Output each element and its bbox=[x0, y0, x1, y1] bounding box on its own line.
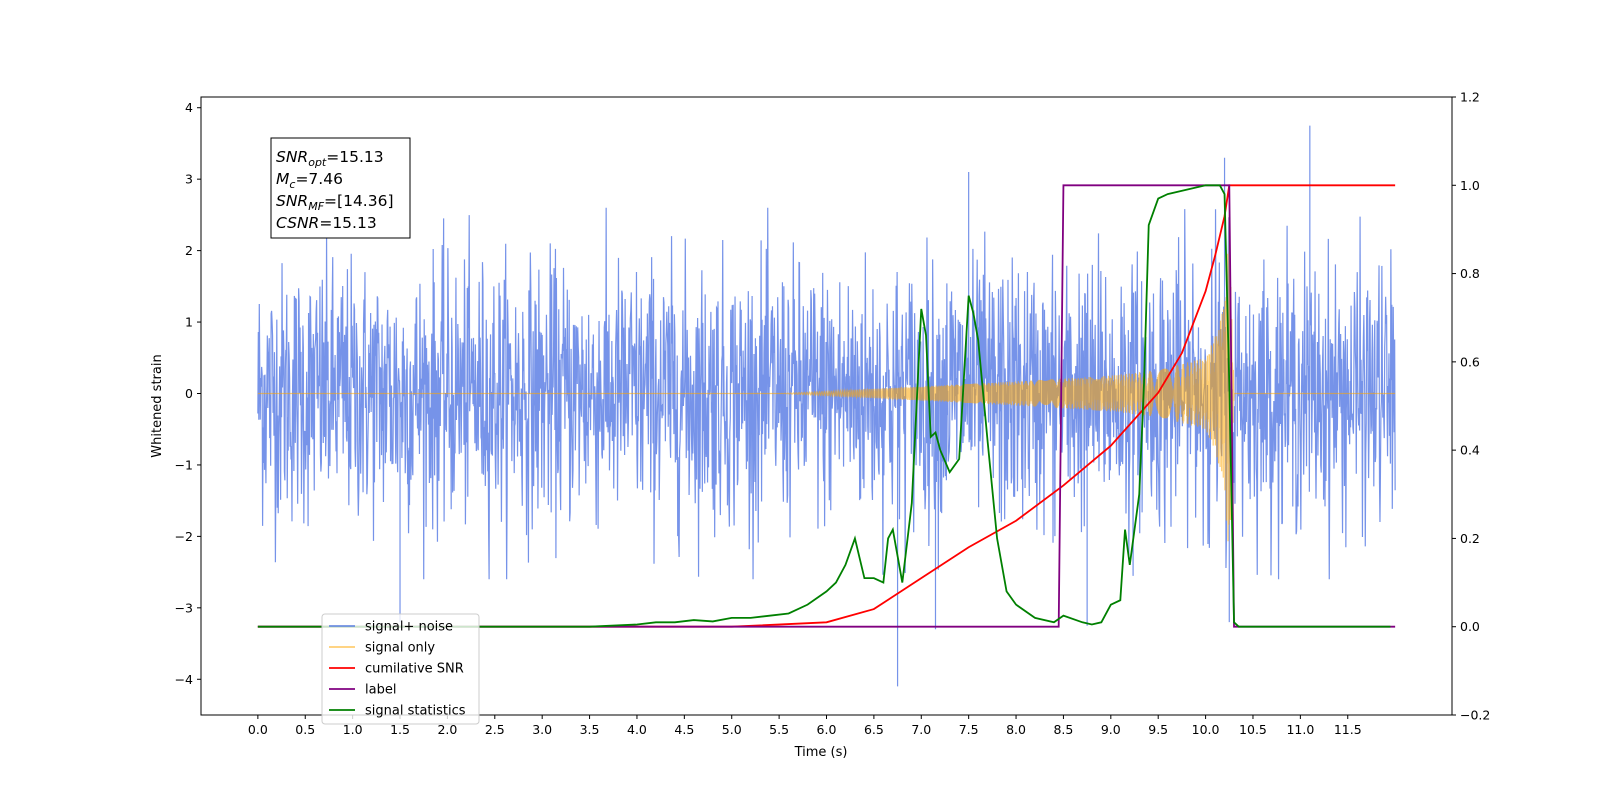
annotation-line: CSNR=15.13 bbox=[276, 214, 377, 232]
y-axis-left: 4 3 2 1 0 −1 −2 −3 −4 bbox=[175, 100, 201, 687]
y2-tick-label: 0.0 bbox=[1460, 619, 1480, 634]
x-tick-label: 7.0 bbox=[911, 722, 931, 737]
y-tick-label: 0 bbox=[185, 386, 193, 401]
annotation-line: SNRopt=15.13 bbox=[276, 148, 384, 169]
x-tick-label: 4.0 bbox=[627, 722, 647, 737]
x-tick-label: 1.0 bbox=[343, 722, 363, 737]
x-tick-label: 10.0 bbox=[1192, 722, 1220, 737]
legend: signal+ noise signal only cumilative SNR la… bbox=[321, 613, 480, 725]
y-tick-label: 1 bbox=[185, 315, 193, 330]
annotation-line: Mc=7.46 bbox=[276, 170, 343, 191]
x-tick-label: 8.0 bbox=[1006, 722, 1026, 737]
x-axis-label: Time (s) bbox=[794, 745, 848, 760]
series-layer bbox=[257, 125, 1396, 687]
legend-label: label bbox=[365, 683, 396, 698]
annotation-line: SNRMF=[14.36] bbox=[276, 192, 394, 213]
y2-tick-label: 1.2 bbox=[1460, 90, 1480, 105]
series-signal-statistics bbox=[257, 184, 1391, 628]
x-tick-label: 9.0 bbox=[1101, 722, 1121, 737]
y-axis-right: 1.2 1.0 0.8 0.6 0.4 0.2 0.0 −0.2 bbox=[1452, 90, 1490, 723]
x-tick-label: 10.5 bbox=[1239, 722, 1267, 737]
y-tick-label: −1 bbox=[175, 457, 193, 472]
x-tick-label: 5.0 bbox=[722, 722, 742, 737]
x-tick-label: 3.5 bbox=[580, 722, 600, 737]
x-tick-label: 11.0 bbox=[1286, 722, 1314, 737]
legend-label: signal+ noise bbox=[365, 620, 453, 635]
y2-tick-label: 0.6 bbox=[1460, 354, 1480, 369]
y-tick-label: −4 bbox=[175, 672, 193, 687]
x-axis: 0.0 0.5 1.0 1.5 2.0 2.5 3.0 3.5 4.0 4.5 5.0 5.5 6.0 6… bbox=[248, 715, 1362, 737]
x-tick-label: 2.0 bbox=[437, 722, 457, 737]
x-tick-label: 6.0 bbox=[817, 722, 837, 737]
legend-frame bbox=[321, 613, 480, 725]
y2-tick-label: 0.8 bbox=[1460, 266, 1480, 281]
x-tick-label: 9.5 bbox=[1148, 722, 1168, 737]
legend-label: signal statistics bbox=[365, 704, 466, 719]
y-axis-label: Whitened strain bbox=[150, 354, 165, 457]
y-tick-label: 3 bbox=[185, 172, 193, 187]
y2-tick-label: 0.2 bbox=[1460, 531, 1480, 546]
x-tick-label: 5.5 bbox=[769, 722, 789, 737]
y2-tick-label: −0.2 bbox=[1460, 708, 1490, 723]
x-tick-label: 3.0 bbox=[532, 722, 552, 737]
x-tick-label: 2.5 bbox=[485, 722, 505, 737]
legend-label: cumilative SNR bbox=[365, 662, 464, 677]
x-tick-label: 6.5 bbox=[864, 722, 884, 737]
x-tick-label: 11.5 bbox=[1334, 722, 1362, 737]
annotation-frame bbox=[270, 137, 411, 239]
annotation-box: SNRopt=15.13Mc=7.46SNRMF=[14.36]CSNR=15.… bbox=[270, 137, 411, 239]
x-tick-label: 1.5 bbox=[390, 722, 410, 737]
y2-tick-label: 0.4 bbox=[1460, 443, 1480, 458]
x-tick-label: 0.0 bbox=[248, 722, 268, 737]
x-tick-label: 0.5 bbox=[295, 722, 315, 737]
x-tick-label: 7.5 bbox=[959, 722, 979, 737]
x-tick-label: 8.5 bbox=[1053, 722, 1073, 737]
y-tick-label: −3 bbox=[175, 600, 193, 615]
series-signal-only bbox=[257, 214, 1396, 542]
series-cumilative-snr bbox=[257, 184, 1396, 628]
x-tick-label: 4.5 bbox=[674, 722, 694, 737]
legend-label: signal only bbox=[365, 641, 435, 656]
y2-tick-label: 1.0 bbox=[1460, 178, 1480, 193]
y-tick-label: −2 bbox=[175, 529, 193, 544]
y-tick-label: 4 bbox=[185, 100, 193, 115]
y-tick-label: 2 bbox=[185, 243, 193, 258]
